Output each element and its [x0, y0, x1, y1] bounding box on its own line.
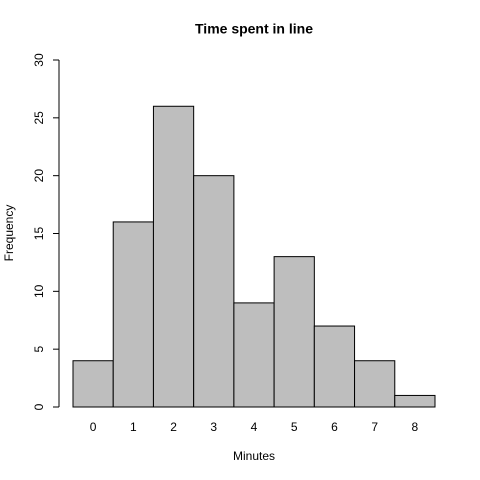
- y-axis-label: Frequency: [2, 205, 16, 262]
- y-tick-label: 5: [32, 346, 46, 353]
- chart-title: Time spent in line: [195, 21, 313, 37]
- x-tick-label: 2: [170, 420, 177, 434]
- y-tick-label: 15: [32, 227, 46, 241]
- bar: [72, 360, 114, 408]
- y-tick-label: 25: [32, 111, 46, 125]
- y-tick-label: 10: [32, 284, 46, 298]
- bar: [233, 302, 275, 408]
- x-tick-label: 5: [291, 420, 298, 434]
- bar: [152, 105, 195, 408]
- bar: [354, 360, 396, 408]
- x-tick-label: 7: [371, 420, 378, 434]
- bar: [273, 256, 315, 408]
- x-tick-label: 4: [251, 420, 258, 434]
- y-tick-label: 30: [32, 53, 46, 67]
- x-tick-label: 3: [210, 420, 217, 434]
- x-tick-label: 6: [331, 420, 338, 434]
- y-tick-label: 20: [32, 169, 46, 183]
- bar: [112, 221, 154, 408]
- y-tick-label: 0: [32, 403, 46, 410]
- bar: [313, 325, 356, 408]
- x-tick-label: 1: [130, 420, 137, 434]
- x-tick-label: 0: [90, 420, 97, 434]
- x-tick-label: 8: [412, 420, 419, 434]
- x-axis-label: Minutes: [233, 449, 275, 463]
- bar: [193, 175, 235, 408]
- bar: [394, 394, 436, 408]
